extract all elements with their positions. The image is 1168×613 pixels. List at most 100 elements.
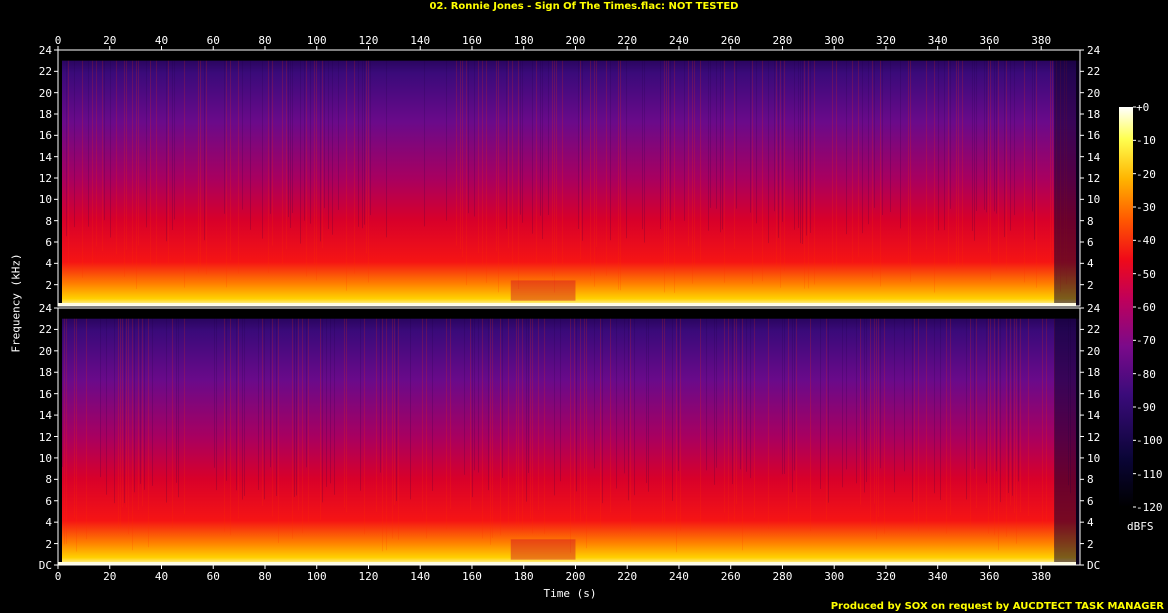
x-tick-label: 360 bbox=[979, 570, 1000, 583]
footer-credit: Produced by SOX on request by AUCDTECT T… bbox=[830, 601, 1164, 612]
x-tick-label-top: 180 bbox=[513, 34, 534, 47]
x-tick-label: 100 bbox=[306, 570, 327, 583]
x-tick-label-top: 160 bbox=[462, 34, 482, 47]
y-tick-label-right: 12 bbox=[1087, 430, 1101, 444]
y-tick-label: 2 bbox=[45, 278, 52, 292]
y-tick-label: 8 bbox=[45, 473, 52, 487]
x-tick-label-top: 40 bbox=[154, 34, 169, 47]
colorbar-tick-label: -50 bbox=[1136, 267, 1156, 281]
x-tick-label: 40 bbox=[154, 570, 169, 583]
x-tick-label: 20 bbox=[103, 570, 117, 583]
y-tick-label: DC bbox=[38, 559, 52, 572]
y-tick-label-right: 18 bbox=[1087, 366, 1101, 380]
y-tick-label: 6 bbox=[45, 236, 52, 249]
x-tick-label: 180 bbox=[513, 570, 534, 583]
y-tick-label-right: 24 bbox=[1087, 302, 1101, 315]
x-tick-label: 240 bbox=[669, 570, 689, 583]
y-tick-label: 22 bbox=[38, 65, 52, 79]
colorbar bbox=[1119, 107, 1133, 507]
x-tick-label: 60 bbox=[206, 570, 220, 583]
y-tick-label: 16 bbox=[38, 387, 52, 401]
y-tick-label: 10 bbox=[38, 193, 52, 207]
x-tick-label: 280 bbox=[772, 570, 793, 583]
y-tick-label-right: 10 bbox=[1087, 451, 1101, 465]
x-tick-label-top: 100 bbox=[306, 34, 327, 47]
y-tick-label-right: 2 bbox=[1087, 537, 1094, 551]
x-tick-label-top: 280 bbox=[772, 34, 793, 47]
y-tick-label-right: 20 bbox=[1087, 86, 1101, 100]
y-tick-label: 14 bbox=[38, 150, 52, 164]
y-tick-label: 4 bbox=[45, 257, 52, 271]
x-tick-label: 120 bbox=[358, 570, 379, 583]
y-tick-label-right: 14 bbox=[1087, 409, 1101, 423]
colorbar-tick-label: -90 bbox=[1136, 401, 1156, 414]
colorbar-tick-label: -60 bbox=[1136, 301, 1156, 314]
y-tick-label: 20 bbox=[38, 86, 52, 100]
y-tick-label: 18 bbox=[38, 366, 52, 380]
y-tick-label-right: 2 bbox=[1087, 278, 1094, 292]
y-tick-label-right: 8 bbox=[1087, 473, 1094, 487]
channel-2-spectrogram bbox=[58, 308, 1080, 565]
y-tick-label: 12 bbox=[38, 430, 52, 444]
colorbar-tick-label: -40 bbox=[1136, 234, 1156, 248]
x-tick-label-top: 60 bbox=[206, 34, 220, 47]
y-tick-label: 24 bbox=[38, 302, 52, 315]
y-tick-label-right: 8 bbox=[1087, 214, 1094, 228]
y-tick-label: 14 bbox=[38, 409, 52, 423]
y-tick-label-right: 4 bbox=[1087, 516, 1094, 530]
x-tick-label: 80 bbox=[258, 570, 272, 583]
x-tick-label-top: 80 bbox=[258, 34, 272, 47]
x-tick-label: 300 bbox=[824, 570, 845, 583]
colorbar-tick-label: -30 bbox=[1136, 201, 1156, 214]
y-tick-label-right: 16 bbox=[1087, 129, 1101, 143]
colorbar-tick-label: +0 bbox=[1136, 101, 1150, 114]
channel-1-spectrogram bbox=[58, 50, 1080, 306]
colorbar-tick-label: -120 bbox=[1136, 501, 1163, 514]
colorbar-tick-label: -110 bbox=[1136, 467, 1163, 481]
y-tick-label-right: 10 bbox=[1087, 193, 1101, 207]
colorbar-tick-label: -20 bbox=[1136, 167, 1156, 181]
y-tick-label-right: 12 bbox=[1087, 172, 1101, 185]
colorbar-tick-label: -80 bbox=[1136, 367, 1156, 381]
y-tick-label-right: 6 bbox=[1087, 236, 1094, 249]
x-axis-label: Time (s) bbox=[543, 587, 597, 600]
x-tick-label-top: 120 bbox=[358, 34, 379, 47]
y-tick-label: 2 bbox=[45, 537, 52, 551]
y-tick-label-right: 20 bbox=[1087, 344, 1101, 358]
y-tick-label-right: 16 bbox=[1087, 387, 1101, 401]
colorbar-label: dBFS bbox=[1127, 520, 1154, 533]
x-tick-label-top: 0 bbox=[54, 34, 62, 47]
x-tick-label: 260 bbox=[720, 570, 741, 583]
x-tick-label: 0 bbox=[54, 570, 62, 583]
y-tick-label-right: 4 bbox=[1087, 257, 1094, 271]
y-tick-label: 4 bbox=[45, 516, 52, 530]
x-tick-label-top: 380 bbox=[1031, 34, 1052, 47]
x-tick-label-top: 240 bbox=[669, 34, 689, 47]
x-tick-label-top: 220 bbox=[617, 34, 638, 47]
x-tick-label: 160 bbox=[462, 570, 482, 583]
y-tick-label-right: 22 bbox=[1087, 65, 1101, 79]
x-tick-label: 200 bbox=[565, 570, 586, 583]
x-tick-label-top: 340 bbox=[927, 34, 948, 47]
chart-title: 02. Ronnie Jones - Sign Of The Times.fla… bbox=[429, 1, 739, 12]
colorbar-tick-label: -70 bbox=[1136, 334, 1156, 348]
x-tick-label: 320 bbox=[876, 570, 896, 583]
x-tick-label-top: 360 bbox=[979, 34, 1000, 47]
y-tick-label-right: 14 bbox=[1087, 150, 1101, 164]
colorbar-tick-label: -100 bbox=[1136, 434, 1163, 448]
y-tick-label: 8 bbox=[45, 214, 52, 228]
y-tick-label-right: DC bbox=[1087, 559, 1101, 572]
x-tick-label-top: 320 bbox=[876, 34, 896, 47]
x-tick-label: 140 bbox=[410, 570, 431, 583]
x-tick-label-top: 200 bbox=[565, 34, 586, 47]
x-tick-label-top: 300 bbox=[824, 34, 845, 47]
y-tick-label-right: 22 bbox=[1087, 323, 1101, 337]
y-tick-label-right: 18 bbox=[1087, 108, 1101, 121]
y-tick-label: 24 bbox=[38, 44, 52, 57]
y-tick-label-right: 24 bbox=[1087, 44, 1101, 57]
y-tick-label: 18 bbox=[38, 108, 52, 121]
y-tick-label: 20 bbox=[38, 344, 52, 358]
x-tick-label: 220 bbox=[617, 570, 638, 583]
y-tick-label: 22 bbox=[38, 323, 52, 337]
